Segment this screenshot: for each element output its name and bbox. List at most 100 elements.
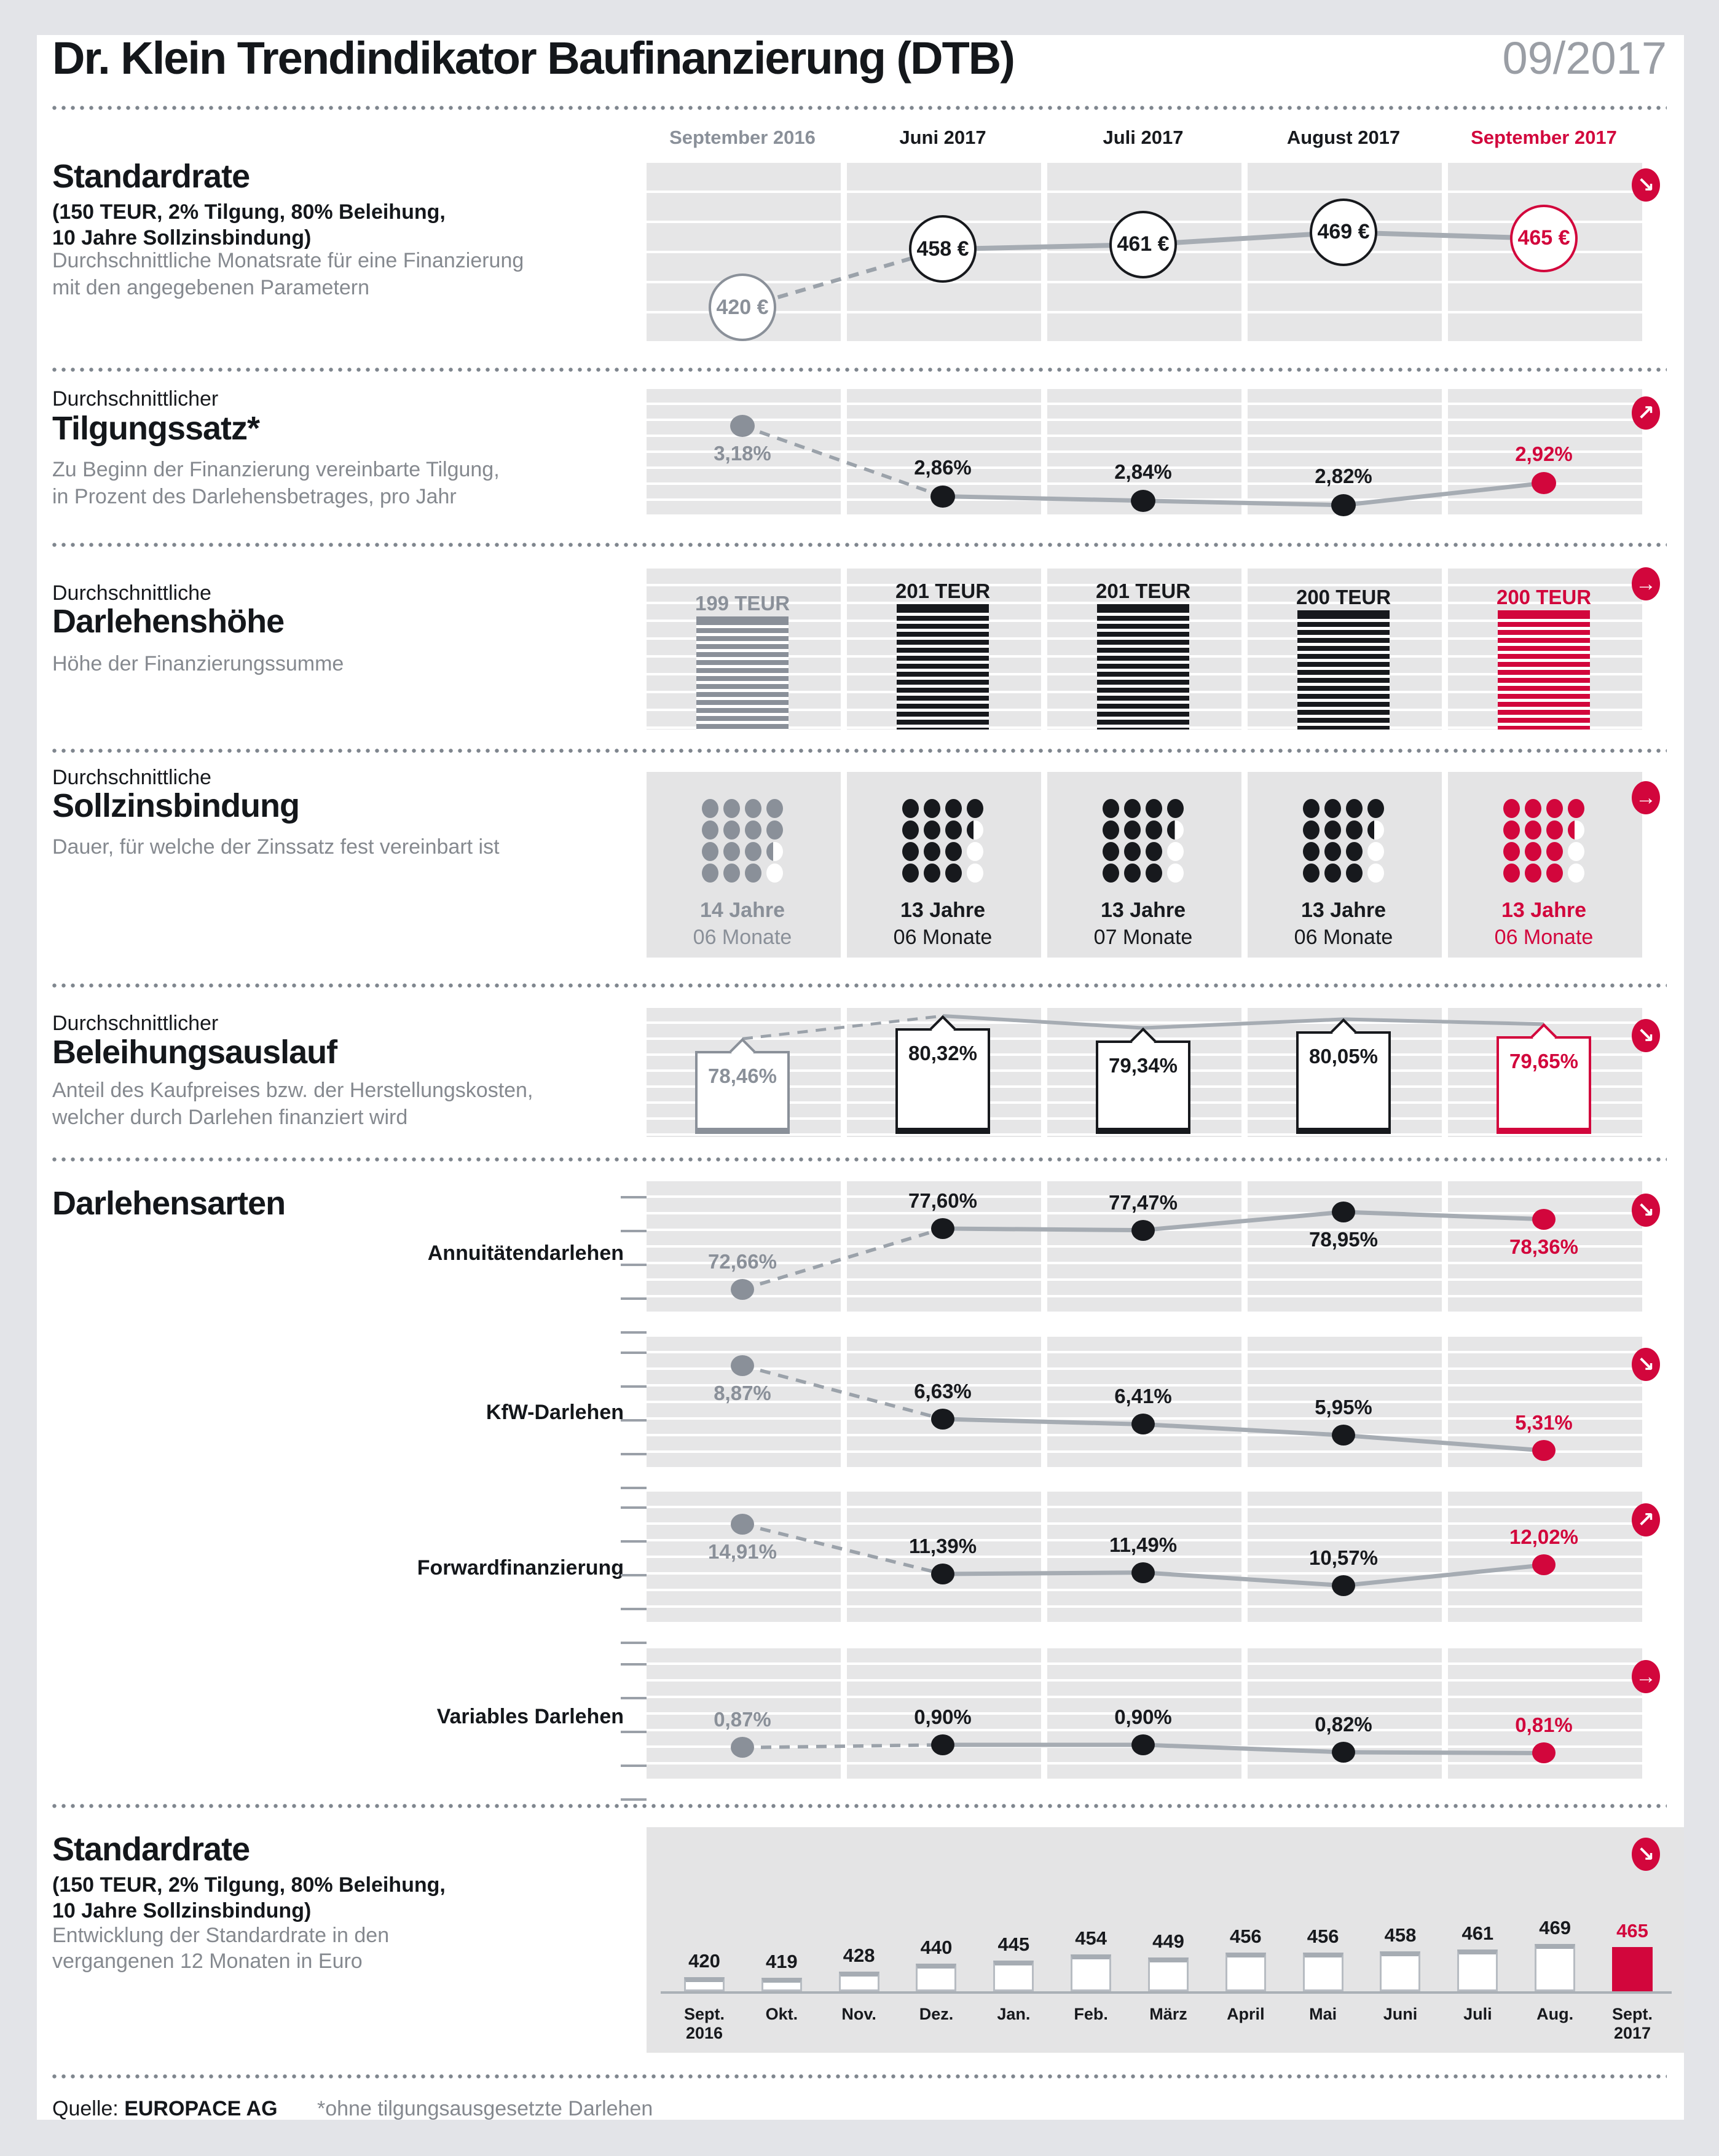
data-point [1131, 1219, 1155, 1241]
column-header-aug2017: August 2017 [1286, 127, 1401, 148]
chart-column-block [1248, 772, 1442, 958]
bar-category: Mai [1309, 2005, 1337, 2023]
data-point [930, 485, 955, 508]
axis-tick [621, 1731, 647, 1733]
column-header-sep2017: September 2017 [1471, 127, 1617, 148]
section-preheading-beleihungsauslauf: Durchschnittlicher [52, 1012, 219, 1035]
pictogram-dot [702, 842, 718, 861]
tag-box [1497, 1036, 1591, 1134]
trend-down-icon: ↘ [1632, 1348, 1660, 1381]
pictogram-dot [702, 799, 718, 818]
pictogram-dot [723, 864, 740, 883]
data-point [731, 1514, 754, 1535]
section-preheading-sollzinsbindung: Durchschnittliche [52, 766, 211, 789]
pictogram-dot [1124, 864, 1141, 883]
column-header-jun2017: Juni 2017 [899, 127, 986, 148]
pictogram-dot [902, 799, 919, 818]
pictogram-dot [1367, 820, 1384, 840]
pictogram-dot [1124, 820, 1141, 840]
data-point [731, 1355, 754, 1376]
darlehenshoehe-description: Höhe der Finanzierungssumme [52, 652, 344, 675]
bar-value: 469 [1539, 1917, 1571, 1939]
tilgungssatz-description: Zu Beginn der Finanzierung vereinbarte T… [52, 458, 500, 508]
pictogram-dot [945, 864, 962, 883]
pictogram-dot [766, 842, 783, 861]
data-label: 6,63% [914, 1379, 972, 1403]
data-label: 0,81% [1515, 1713, 1573, 1736]
data-label: 12,02% [1509, 1525, 1578, 1549]
value-circle: 469 € [1310, 198, 1377, 266]
standardrate-description: Durchschnittliche Monatsrate für eine Fi… [52, 249, 524, 299]
pictogram-dot [1525, 864, 1541, 883]
chart-background [647, 1827, 1684, 2053]
axis-tick [621, 1297, 647, 1300]
data-point [1332, 1741, 1355, 1763]
connector-line [742, 1522, 1544, 1588]
data-label: 201 TEUR [1095, 580, 1191, 602]
pictogram-dot [1124, 842, 1141, 861]
data-point [1131, 1562, 1155, 1583]
section-heading-darlehensarten: Darlehensarten [52, 1185, 286, 1222]
pictogram-dot [1525, 799, 1541, 818]
section-preheading-darlehenshoehe: Durchschnittliche [52, 581, 211, 605]
section-heading-darlehenshoehe: Darlehenshöhe [52, 603, 285, 640]
trend-flat-icon: → [1632, 1660, 1660, 1693]
pictogram-dot [1346, 842, 1363, 861]
bar [1380, 1951, 1421, 1991]
trend-up-icon: ↗ [1632, 1503, 1660, 1536]
chart-column-band [847, 1337, 1041, 1469]
bar [897, 604, 989, 730]
bar-value: 419 [765, 1951, 798, 1973]
bar-category: März [1149, 2005, 1187, 2023]
sollzinsbindung-description: Dauer, für welche der Zinssatz fest vere… [52, 835, 500, 859]
connector-line [742, 1014, 1544, 1041]
value-circle: 465 € [1510, 204, 1578, 272]
section-heading-sollzinsbindung: Sollzinsbindung [52, 787, 300, 824]
data-point [1131, 489, 1155, 512]
data-label: 0,87% [714, 1708, 771, 1731]
beleihungsauslauf-description: Anteil des Kaufpreises bzw. der Herstell… [52, 1079, 533, 1129]
axis-tick [621, 1264, 647, 1266]
data-point [731, 1279, 754, 1300]
baseline [661, 1991, 1672, 1994]
bar [1297, 610, 1390, 730]
pictogram-dot [723, 799, 740, 818]
data-point [1131, 1734, 1155, 1755]
bar-category: Juli [1463, 2005, 1492, 2023]
axis-tick [621, 1331, 647, 1334]
bar-category: Nov. [841, 2005, 876, 2023]
data-point [1532, 1742, 1556, 1763]
data-label: 77,47% [1109, 1190, 1178, 1214]
trend-down-icon: ↘ [1632, 1194, 1660, 1227]
trend-down-icon: ↘ [1632, 168, 1660, 202]
section-preheading-tilgungssatz: Durchschnittlicher [52, 387, 219, 411]
pictogram-dot [1103, 799, 1119, 818]
bar [838, 1972, 879, 1991]
pictogram-label-months: 06 Monate [1294, 926, 1393, 949]
pictogram-label-years: 13 Jahre [900, 899, 985, 922]
pictogram-dot [1546, 842, 1563, 861]
bar [1225, 1953, 1266, 1991]
pictogram-dot [1367, 799, 1384, 818]
chart-column-block [1047, 772, 1241, 958]
data-label: 11,49% [1109, 1533, 1178, 1556]
section-heading-standardrate-12m: Standardrate [52, 1831, 250, 1868]
chart-column-band [1047, 1181, 1241, 1314]
pictogram-dot [924, 842, 940, 861]
data-point [1532, 1209, 1556, 1230]
data-label: 3,18% [714, 442, 771, 465]
chart-column-band [1047, 1648, 1241, 1781]
bar-value: 454 [1075, 1927, 1107, 1949]
chart-column-band [847, 1492, 1041, 1624]
bar [1611, 1946, 1653, 1991]
report-period: 09/2017 [1502, 33, 1667, 84]
bar-category: Juni [1383, 2005, 1418, 2023]
data-label: 80,32% [908, 1042, 977, 1064]
data-label: 200 TEUR [1496, 586, 1592, 608]
tag-box [1096, 1040, 1190, 1134]
pictogram-dot [902, 842, 919, 861]
pictogram-dot [1546, 864, 1563, 883]
section-heading-standardrate: Standardrate [52, 158, 250, 195]
data-point [731, 1737, 754, 1758]
